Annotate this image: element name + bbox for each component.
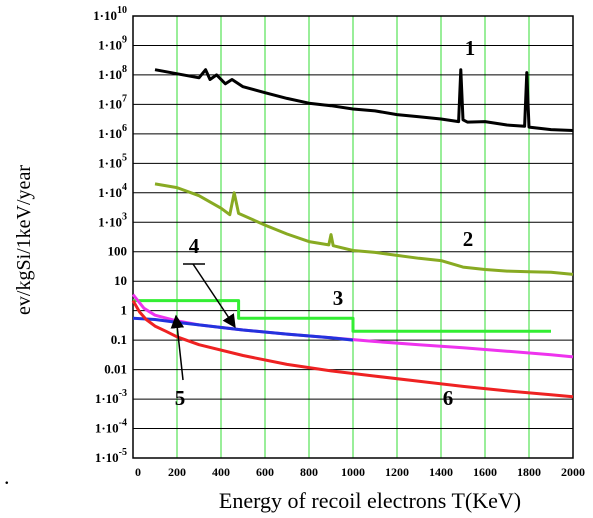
y-tick-label: 1·109 [98,34,127,52]
x-tick-label: 200 [168,465,186,479]
plot-frame [132,15,574,459]
curve-label-6: 6 [443,386,454,410]
y-tick-label: 1·10-3 [95,388,127,406]
x-tick-label: 600 [256,465,274,479]
y-tick-label: 1·10-5 [95,447,127,465]
series-line-3 [133,299,551,333]
x-tick-label: 1200 [385,465,409,479]
x-tick-label: 2000 [561,465,585,479]
y-tick-label: 1·105 [98,152,127,170]
annotation-arrows [170,263,236,381]
y-axis-title: ev/kgSi/1keV/year [13,165,35,315]
y-tick-label: 1·108 [98,64,127,82]
curve-label-5: 5 [175,386,186,410]
curve-labels: 1 2 3 4 5 6 [175,36,476,410]
y-tick-label: 0.1 [111,332,127,347]
y-tick-labels: 1·1010 1·109 1·108 1·107 1·106 1·105 1·104 1·10… [93,5,127,465]
curve-label-4: 4 [189,234,200,258]
y-tick-label: 1·10-4 [95,418,127,436]
y-tick-label: 1·107 [98,93,127,111]
series-line-6 [131,299,574,399]
series-group [131,68,574,399]
arrow-4 [192,263,236,329]
y-tick-label: 100 [108,244,128,259]
y-tick-label: 1·106 [98,123,127,141]
stray-dot: . [4,464,10,489]
x-tick-label: 1000 [341,465,365,479]
x-tick-label: 0 [135,465,141,479]
y-tick-label: 1·103 [98,211,127,229]
x-axis-title: Energy of recoil electrons T(KeV) [219,488,521,513]
series-line-1 [154,68,574,132]
arrow-5 [170,314,185,381]
x-tick-labels: 0 200 400 600 800 1000 1200 1400 1600 1800 2000 [135,465,585,479]
y-tick-label: 1·1010 [93,5,127,23]
y-tick-label: 10 [114,273,127,288]
x-tick-label: 400 [212,465,230,479]
x-tick-label: 1800 [517,465,541,479]
y-tick-label: 0.01 [104,362,127,377]
x-tick-label: 1400 [429,465,453,479]
curve-label-1: 1 [465,36,476,60]
curve-label-3: 3 [333,286,344,310]
y-tick-label: 1 [121,303,128,318]
x-tick-label: 1600 [473,465,497,479]
y-tick-label: 1·104 [98,182,127,200]
series-line-blue [132,316,354,342]
x-tick-label: 800 [300,465,318,479]
series-line-2 [154,182,574,276]
curve-label-2: 2 [463,227,474,251]
